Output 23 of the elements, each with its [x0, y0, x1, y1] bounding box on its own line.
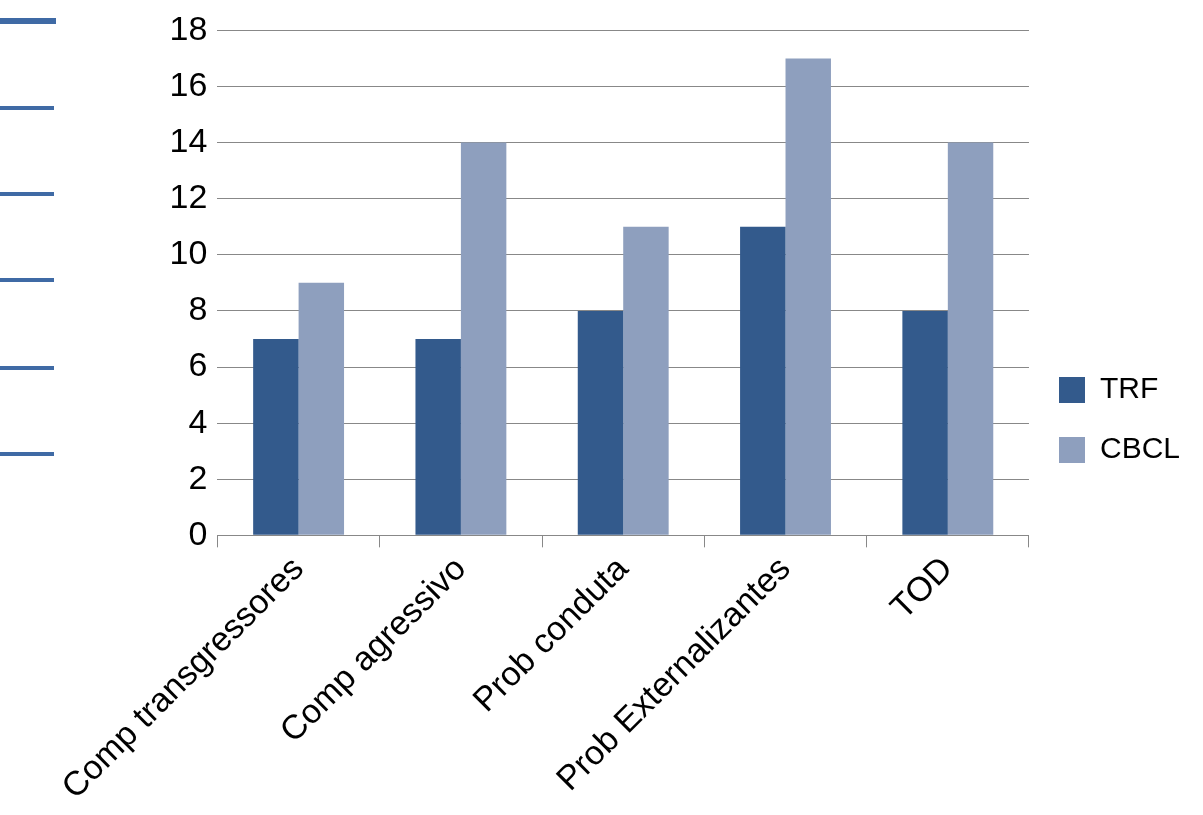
- y-tick-label: 12: [169, 177, 208, 216]
- y-tick-label: 2: [188, 457, 208, 496]
- bar: [460, 142, 507, 535]
- bar: [253, 338, 299, 535]
- y-tick-label: 16: [169, 64, 208, 103]
- y-tick-label: 4: [188, 401, 208, 440]
- y-tick-label: 8: [188, 289, 208, 328]
- bar: [785, 58, 831, 535]
- legend-label: CBCL: [1099, 431, 1181, 465]
- x-tick-label: TOD: [882, 548, 960, 626]
- bar: [298, 282, 345, 535]
- legend-label: TRF: [1099, 371, 1159, 405]
- bar: [947, 142, 994, 535]
- bar: [623, 226, 669, 535]
- bar: [577, 310, 624, 535]
- y-tick-label: 6: [188, 345, 208, 384]
- bar: [902, 310, 948, 535]
- y-tick-label: 14: [169, 120, 208, 159]
- y-tick-label: 18: [169, 8, 208, 47]
- bar: [415, 338, 461, 535]
- bar: [740, 226, 786, 535]
- y-tick-label: 0: [188, 513, 208, 552]
- y-tick-label: 10: [169, 233, 208, 272]
